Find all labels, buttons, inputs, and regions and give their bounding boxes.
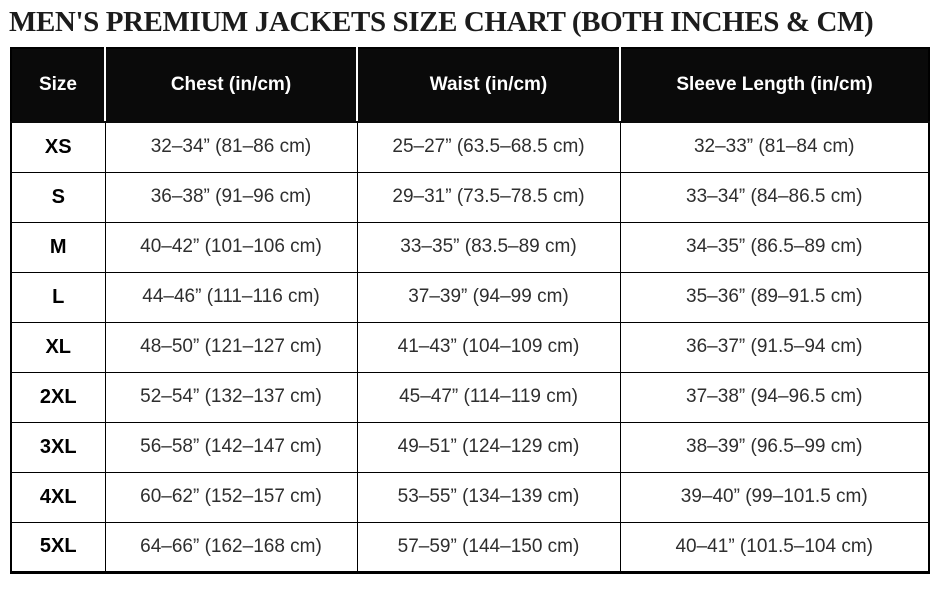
sleeve-value: 34–35” (86.5–89 cm) xyxy=(619,221,930,273)
table-row-l: L 44–46” (111–116 cm) 37–39” (94–99 cm) … xyxy=(10,271,930,323)
size-label: S xyxy=(10,171,106,223)
sleeve-value: 36–37” (91.5–94 cm) xyxy=(619,321,930,373)
size-label: 2XL xyxy=(10,371,106,423)
chest-value: 56–58” (142–147 cm) xyxy=(104,421,358,473)
size-chart-table: Size Chest (in/cm) Waist (in/cm) Sleeve … xyxy=(10,47,930,574)
chest-value: 36–38” (91–96 cm) xyxy=(104,171,358,223)
size-label: 4XL xyxy=(10,471,106,523)
table-row-xl: XL 48–50” (121–127 cm) 41–43” (104–109 c… xyxy=(10,321,930,373)
table-row-m: M 40–42” (101–106 cm) 33–35” (83.5–89 cm… xyxy=(10,221,930,273)
sleeve-value: 35–36” (89–91.5 cm) xyxy=(619,271,930,323)
size-label: 5XL xyxy=(10,521,106,573)
sleeve-value: 38–39” (96.5–99 cm) xyxy=(619,421,930,473)
waist-value: 29–31” (73.5–78.5 cm) xyxy=(356,171,621,223)
header-row: Size Chest (in/cm) Waist (in/cm) Sleeve … xyxy=(11,48,929,123)
chest-value: 48–50” (121–127 cm) xyxy=(104,321,358,373)
size-label: M xyxy=(10,221,106,273)
waist-value: 45–47” (114–119 cm) xyxy=(356,371,621,423)
waist-value: 33–35” (83.5–89 cm) xyxy=(356,221,621,273)
sleeve-value: 37–38” (94–96.5 cm) xyxy=(619,371,930,423)
column-header-sleeve: Sleeve Length (in/cm) xyxy=(620,48,929,123)
table-row-2xl: 2XL 52–54” (132–137 cm) 45–47” (114–119 … xyxy=(10,371,930,423)
chest-value: 32–34” (81–86 cm) xyxy=(104,121,358,173)
column-header-chest: Chest (in/cm) xyxy=(105,48,358,123)
sleeve-value: 33–34” (84–86.5 cm) xyxy=(619,171,930,223)
table-row-xs: XS 32–34” (81–86 cm) 25–27” (63.5–68.5 c… xyxy=(10,121,930,173)
table-row-s: S 36–38” (91–96 cm) 29–31” (73.5–78.5 cm… xyxy=(10,171,930,223)
size-label: L xyxy=(10,271,106,323)
waist-value: 53–55” (134–139 cm) xyxy=(356,471,621,523)
size-label: 3XL xyxy=(10,421,106,473)
waist-value: 57–59” (144–150 cm) xyxy=(356,521,621,573)
chest-value: 44–46” (111–116 cm) xyxy=(104,271,358,323)
sleeve-value: 39–40” (99–101.5 cm) xyxy=(619,471,930,523)
chest-value: 40–42” (101–106 cm) xyxy=(104,221,358,273)
column-header-size: Size xyxy=(11,48,106,123)
table-row-4xl: 4XL 60–62” (152–157 cm) 53–55” (134–139 … xyxy=(10,471,930,523)
chest-value: 52–54” (132–137 cm) xyxy=(104,371,358,423)
chest-value: 64–66” (162–168 cm) xyxy=(104,521,358,573)
chest-value: 60–62” (152–157 cm) xyxy=(104,471,358,523)
waist-value: 49–51” (124–129 cm) xyxy=(356,421,621,473)
waist-value: 41–43” (104–109 cm) xyxy=(356,321,621,373)
size-label: XS xyxy=(10,121,106,173)
waist-value: 25–27” (63.5–68.5 cm) xyxy=(356,121,621,173)
sleeve-value: 32–33” (81–84 cm) xyxy=(619,121,930,173)
waist-value: 37–39” (94–99 cm) xyxy=(356,271,621,323)
table-row-5xl: 5XL 64–66” (162–168 cm) 57–59” (144–150 … xyxy=(10,521,930,573)
table-row-3xl: 3XL 56–58” (142–147 cm) 49–51” (124–129 … xyxy=(10,421,930,473)
size-label: XL xyxy=(10,321,106,373)
column-header-waist: Waist (in/cm) xyxy=(357,48,621,123)
page-title: MEN'S PREMIUM JACKETS SIZE CHART (BOTH I… xyxy=(9,6,874,38)
sleeve-value: 40–41” (101.5–104 cm) xyxy=(619,521,930,573)
